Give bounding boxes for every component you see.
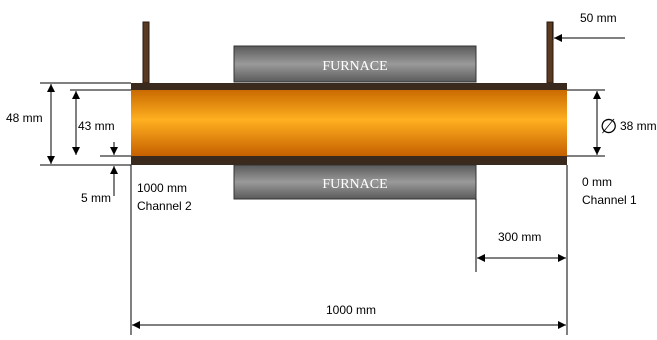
- wall-thickness-label: 5 mm: [81, 191, 111, 205]
- outer-diameter-label: 48 mm: [6, 111, 43, 125]
- bore-diameter-label: 38 mm: [620, 119, 657, 133]
- furnace-bottom-label: FURNACE: [322, 177, 387, 192]
- support-width-label: 50 mm: [580, 11, 617, 25]
- furnace-offset-label: 300 mm: [498, 230, 541, 244]
- inner-diameter-label: 43 mm: [78, 119, 115, 133]
- right-support-post: [546, 21, 554, 84]
- furnace-top-block: [233, 45, 477, 83]
- total-length-label: 1000 mm: [326, 303, 376, 317]
- channel-2-name: Channel 2: [137, 199, 192, 213]
- furnace-top-label: FURNACE: [322, 59, 387, 74]
- channel-1-name: Channel 1: [582, 193, 637, 207]
- tube-bore: [131, 90, 567, 156]
- channel-1-position: 0 mm: [582, 175, 612, 189]
- bore-diameter-symbol: ∅: [600, 116, 617, 138]
- left-support-post: [142, 21, 150, 84]
- furnace-bottom-block: [233, 164, 477, 200]
- channel-2-position: 1000 mm: [137, 181, 187, 195]
